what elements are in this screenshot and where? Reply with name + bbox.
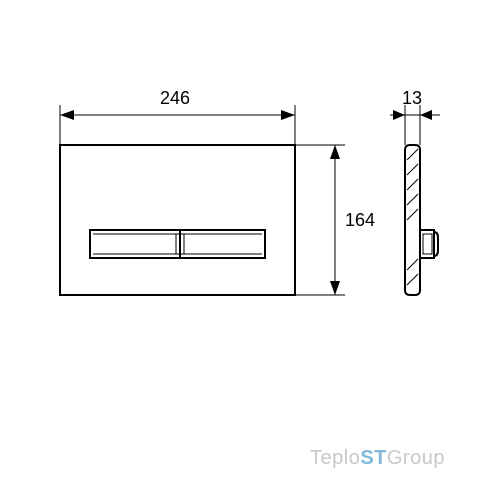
dim-depth-arrow-l: [393, 110, 405, 120]
side-hatch: [407, 259, 418, 270]
dim-width-arrow-r: [281, 110, 295, 120]
side-hatch: [407, 179, 418, 190]
side-hatch: [407, 149, 418, 160]
side-hatch: [407, 194, 418, 205]
side-hatch: [407, 164, 418, 175]
watermark-highlight: ST: [360, 447, 387, 469]
dim-width-label: 246: [160, 88, 190, 109]
front-plate-rect: [60, 145, 295, 295]
dim-height-arrow-b: [330, 281, 340, 295]
technical-drawing: [0, 0, 500, 500]
side-hatch: [407, 209, 418, 220]
side-hatch: [407, 274, 418, 285]
watermark-post: Group: [387, 447, 445, 469]
dim-depth-label: 13: [402, 88, 422, 109]
dim-height-label: 164: [345, 210, 375, 231]
dim-width-arrow-l: [60, 110, 74, 120]
watermark: TeploSTGroup: [310, 447, 445, 470]
watermark-pre: Teplo: [310, 447, 360, 469]
dim-depth-arrow-r: [420, 110, 432, 120]
dim-height-arrow-t: [330, 145, 340, 159]
